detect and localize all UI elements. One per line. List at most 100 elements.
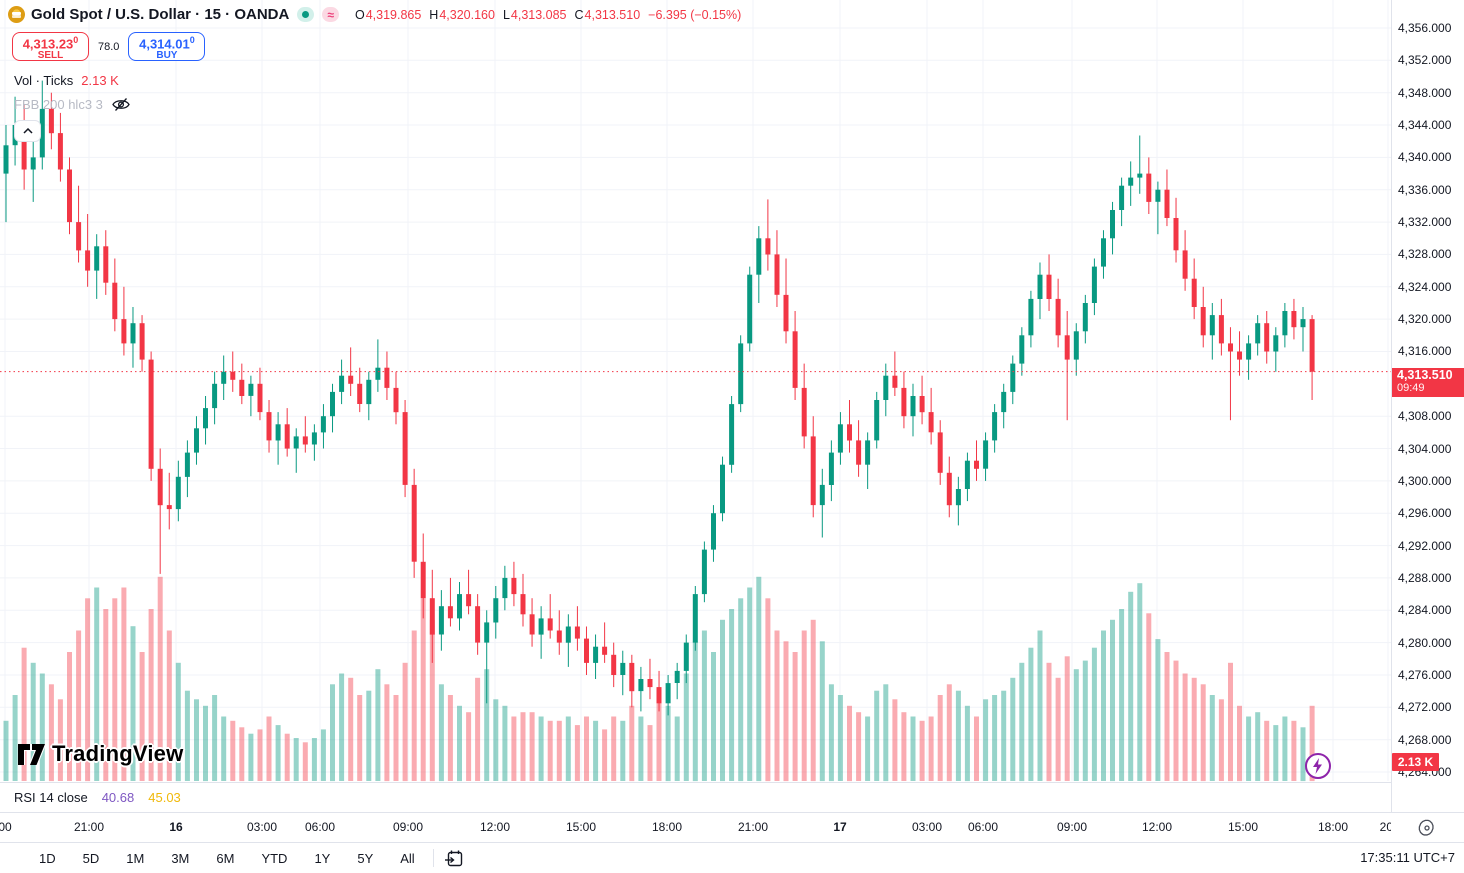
spread-value: 78.0 (98, 40, 120, 53)
high-value: 4,320.160 (439, 7, 495, 22)
open-value: 4,319.865 (365, 7, 422, 22)
buy-button[interactable]: 4,314.010 BUY (128, 32, 206, 62)
close-key: C (574, 7, 584, 22)
fbb-indicator-legend[interactable]: FBB 200 hlc3 3 (14, 97, 741, 112)
time-axis-tick: 12:00 (1141, 820, 1173, 834)
price-axis-tick: 4,300.000 (1398, 474, 1452, 488)
chevron-up-icon (22, 128, 33, 134)
sell-price-pip: 0 (73, 35, 79, 45)
instant-trading-lightning-icon[interactable] (1305, 753, 1331, 779)
range-button-ytd[interactable]: YTD (261, 850, 288, 866)
rsi-value: 40.68 (101, 790, 135, 805)
tradingview-watermark-link[interactable]: TradingView (18, 741, 183, 767)
time-axis-tick: 09:00 (392, 820, 424, 834)
time-axis-tick: 15:00 (1227, 820, 1259, 834)
watermark-text: TradingView (52, 741, 184, 766)
range-button-5y[interactable]: 5Y (357, 850, 374, 866)
go-to-date-button[interactable] (444, 849, 464, 868)
rsi-ma-value: 45.03 (148, 790, 181, 805)
toolbar-divider (432, 849, 434, 867)
collapse-pane-button[interactable] (14, 120, 41, 142)
bottom-toolbar: 1D 5D 1M 3M 6M YTD 1Y 5Y All 17:35:11 UTC+7 (0, 842, 1464, 873)
sell-button[interactable]: 4,313.230 SELL (12, 32, 89, 61)
range-button-6m[interactable]: 6M (216, 850, 235, 866)
market-status-pill[interactable] (297, 7, 315, 22)
time-axis-tick: 17 (833, 820, 847, 834)
volume-indicator-label: Vol · Ticks (14, 73, 74, 88)
buy-label: BUY (156, 50, 178, 62)
close-value: 4,313.510 (584, 7, 641, 22)
volume-value-badge: 2.13 K (1392, 753, 1439, 771)
range-button-all[interactable]: All (400, 850, 415, 866)
session-clock[interactable]: 17:35:11 UTC+7 (1360, 850, 1455, 865)
price-axis-tick: 4,348.000 (1398, 86, 1452, 100)
range-button-1m[interactable]: 1M (126, 850, 145, 866)
price-axis-tick: 4,336.000 (1398, 183, 1452, 197)
range-button-3m[interactable]: 3M (171, 850, 190, 866)
time-axis-tick: 21:00 (73, 820, 105, 834)
gear-icon[interactable] (1418, 819, 1436, 837)
lightning-bolt-icon (1313, 758, 1322, 774)
last-price-badge: 4,313.510 09:49 (1392, 368, 1464, 397)
ohlc-values: O4,319.865 H4,320.160 L4,313.085 C4,313.… (355, 8, 741, 22)
last-price-value: 4,313.510 (1397, 368, 1453, 382)
change-value: −6.395 (−0.15%) (648, 7, 742, 22)
axis-settings-corner (1391, 812, 1464, 842)
symbol-logo-icon (8, 6, 25, 23)
candlestick-chart[interactable] (0, 0, 1391, 782)
buy-price-pip: 0 (189, 35, 195, 45)
eye-hidden-icon[interactable] (111, 97, 131, 112)
price-axis-tick: 4,316.000 (1398, 344, 1452, 358)
rsi-indicator-label[interactable]: RSI 14 close (14, 790, 88, 805)
time-axis-tick: 16 (169, 820, 183, 834)
calendar-goto-icon (444, 850, 462, 866)
price-axis-tick: 4,292.000 (1398, 539, 1452, 553)
price-axis-tick: 4,324.000 (1398, 280, 1452, 294)
price-axis-tick: 4,356.000 (1398, 21, 1452, 35)
time-axis-tick: 21:00 (737, 820, 769, 834)
fbb-indicator-label: FBB 200 hlc3 3 (14, 97, 103, 112)
time-axis-tick: 03:00 (911, 820, 943, 834)
time-axis-tick: 18:00 (1317, 820, 1349, 834)
time-axis-tick: 09:00 (1056, 820, 1088, 834)
symbol-legend[interactable]: Gold Spot / U.S. Dollar · 15 · OANDA ≈ O… (8, 4, 741, 25)
price-axis-tick: 4,320.000 (1398, 312, 1452, 326)
tradingview-logo-icon (18, 743, 45, 765)
volume-indicator-value: 2.13 K (81, 73, 119, 88)
price-axis-tick: 4,340.000 (1398, 150, 1452, 164)
time-axis-tick: 06:00 (304, 820, 336, 834)
bar-countdown: 09:49 (1397, 382, 1425, 394)
volume-indicator-legend[interactable]: Vol · Ticks 2.13 K (14, 73, 741, 88)
sell-label: SELL (37, 50, 64, 62)
price-axis-tick: 4,308.000 (1398, 409, 1452, 423)
price-axis-tick: 4,280.000 (1398, 636, 1452, 650)
time-axis-tick: 00 (0, 820, 12, 834)
time-axis[interactable]: 00 21:00 16 03:00 06:00 09:00 12:00 15:00 18:00 2… (0, 812, 1396, 842)
buy-price: 4,314.01 (139, 36, 190, 52)
time-axis-tick: 06:00 (967, 820, 999, 834)
high-key: H (429, 7, 439, 22)
price-axis-tick: 4,352.000 (1398, 53, 1452, 67)
chart-pane[interactable]: TradingView (0, 0, 1391, 782)
price-axis-tick: 4,276.000 (1398, 668, 1452, 682)
price-axis-tick: 4,268.000 (1398, 733, 1452, 747)
price-axis-tick: 4,296.000 (1398, 506, 1452, 520)
price-axis-tick: 4,344.000 (1398, 118, 1452, 132)
range-button-1y[interactable]: 1Y (314, 850, 331, 866)
price-axis-tick: 4,304.000 (1398, 442, 1452, 456)
sell-price: 4,313.23 (22, 36, 74, 52)
time-axis-tick: 03:00 (246, 820, 278, 834)
approx-data-pill[interactable]: ≈ (322, 7, 339, 22)
price-axis-tick: 4,328.000 (1398, 247, 1452, 261)
price-axis[interactable]: 4,356.000 4,352.000 4,348.000 4,344.000 4,34… (1391, 0, 1464, 812)
rsi-pane[interactable]: RSI 14 close 40.68 45.03 (0, 782, 1391, 812)
price-axis-tick: 4,284.000 (1398, 603, 1452, 617)
range-button-5d[interactable]: 5D (82, 850, 100, 866)
price-axis-tick: 4,332.000 (1398, 215, 1452, 229)
market-open-dot-icon (302, 11, 310, 18)
low-key: L (502, 7, 510, 22)
range-button-1d[interactable]: 1D (39, 850, 56, 866)
price-axis-tick: 4,288.000 (1398, 571, 1452, 585)
symbol-title[interactable]: Gold Spot / U.S. Dollar · 15 · OANDA (31, 6, 290, 23)
